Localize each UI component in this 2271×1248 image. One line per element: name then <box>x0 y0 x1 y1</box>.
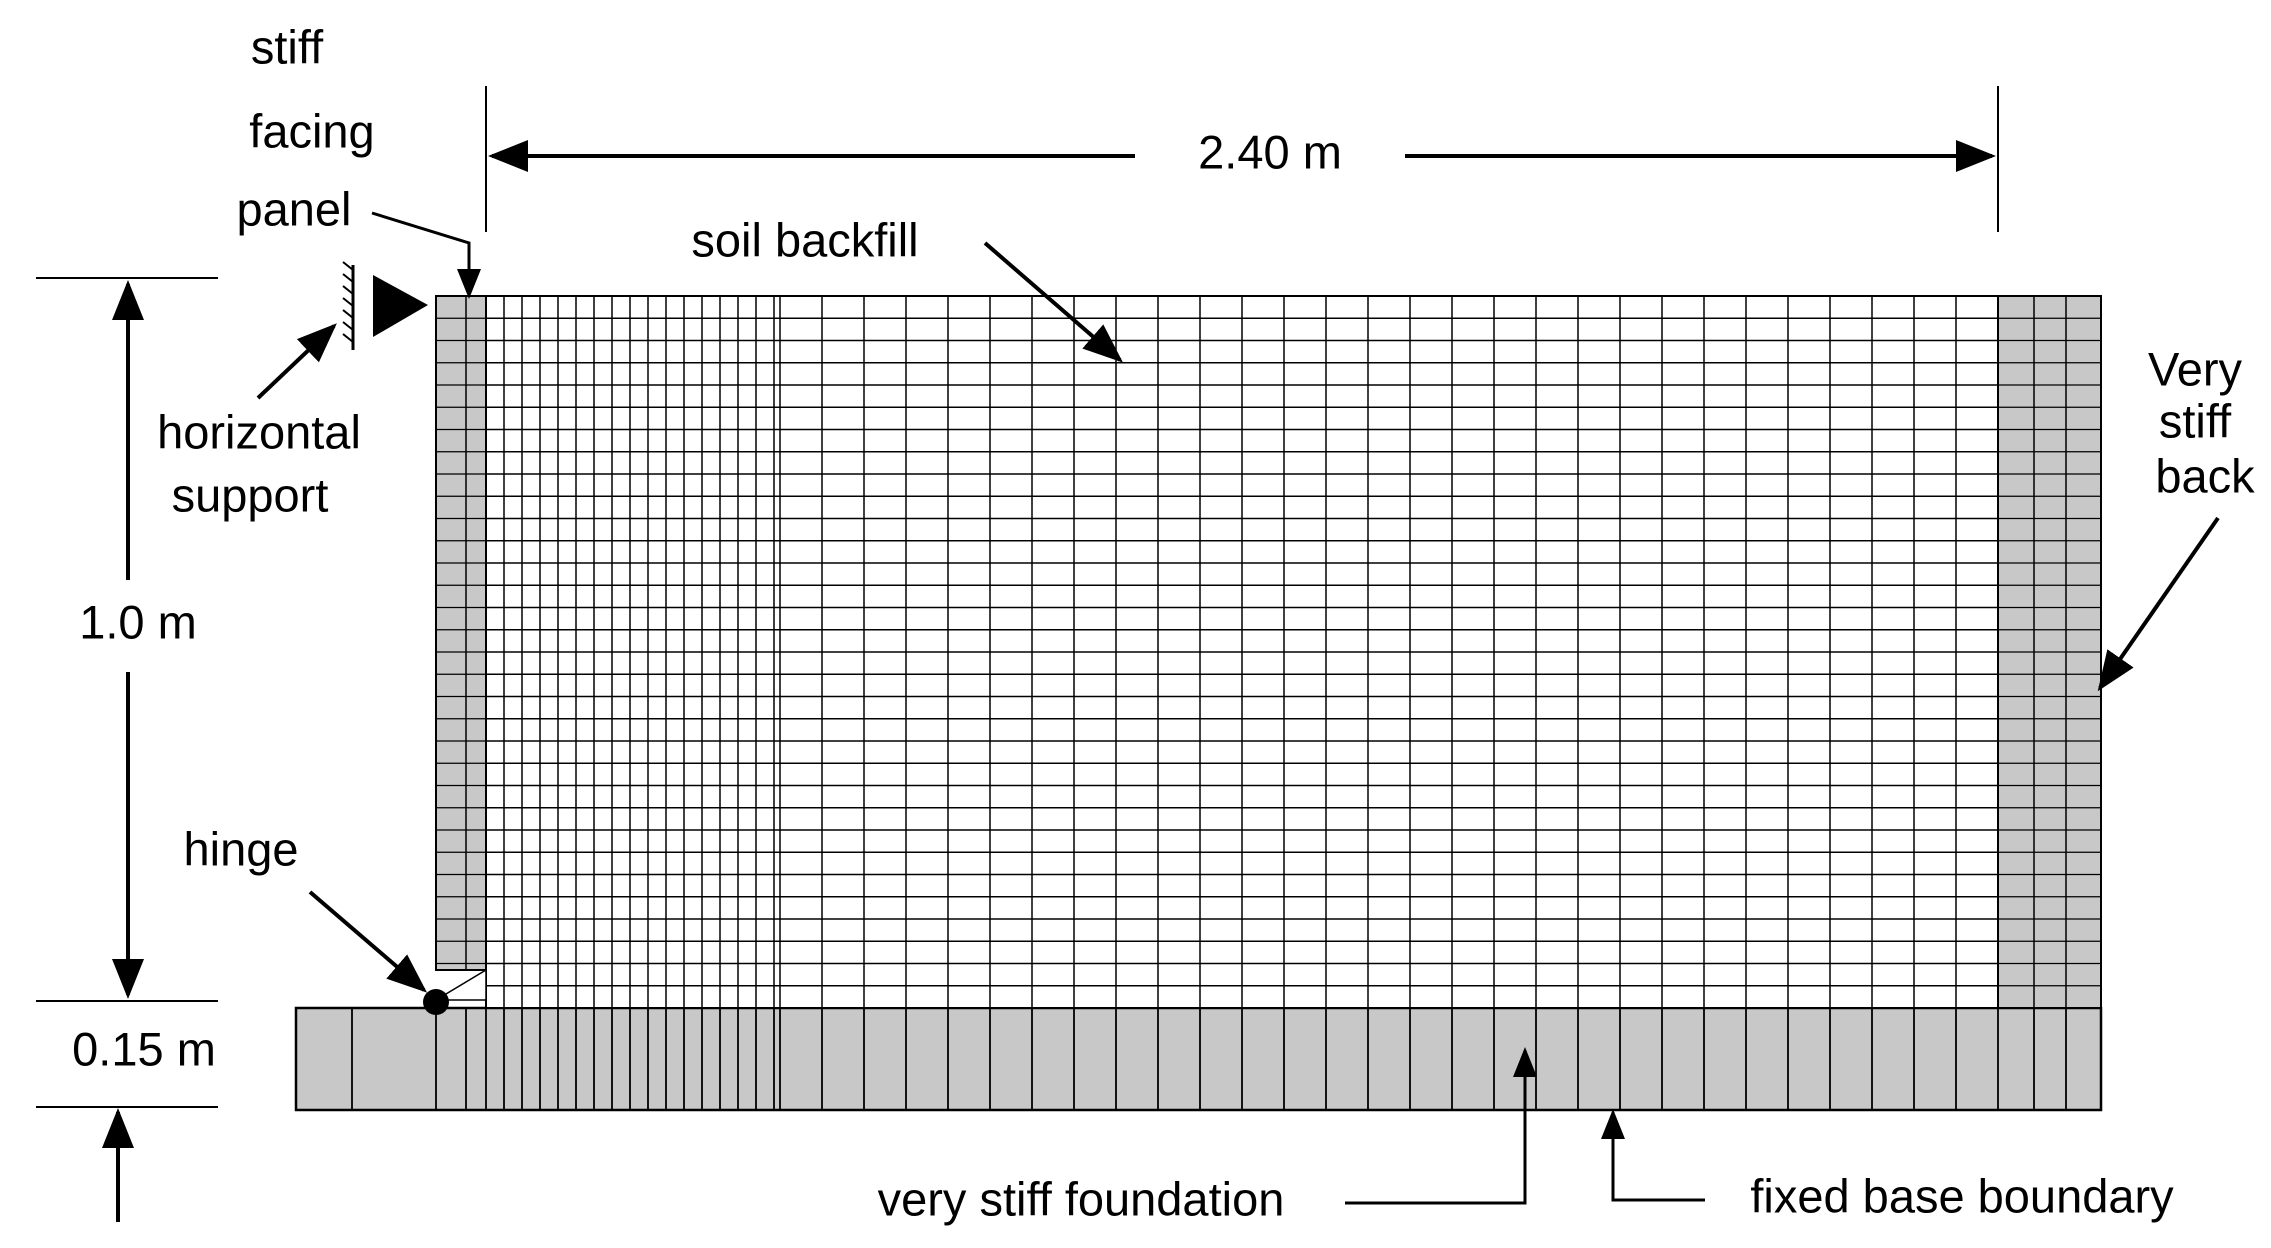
stiff-facing-panel-label-line-1: stiff <box>251 20 324 73</box>
facing-panel-leader <box>371 211 481 299</box>
stiff-facing-panel-label-line-3: panel <box>237 182 352 235</box>
horizontal-support-leader <box>256 323 337 400</box>
foundation-block <box>294 1006 2103 1112</box>
width-dimension-label: 2.40 m <box>1198 125 1342 178</box>
facing-panel-outer <box>435 295 487 971</box>
hinge-leader <box>308 890 428 993</box>
very-stiff-foundation-leader <box>1345 1047 1537 1205</box>
very-stiff-back-label-line-2: stiff <box>2159 394 2232 447</box>
height-dimension-label: 1.0 m <box>79 595 197 648</box>
stiff-facing-panel-label-line-2: facing <box>249 104 374 157</box>
width-dimension <box>485 86 1999 232</box>
hinge-label: hinge <box>184 822 299 875</box>
soil-backfill-label: soil backfill <box>691 213 918 266</box>
very-stiff-back-leader <box>2097 516 2220 692</box>
horizontal-support-label-line-2: support <box>172 468 329 521</box>
very-stiff-foundation-label: very stiff foundation <box>878 1172 1285 1225</box>
fixed-base-boundary-leader <box>1601 1109 1705 1202</box>
stiff-facing-panel-mesh <box>435 295 487 971</box>
very-stiff-back-mesh <box>1997 295 2102 1009</box>
height-dimension <box>36 277 218 1222</box>
very-stiff-back-label-line-1: Very <box>2148 342 2243 395</box>
very-stiff-back-label-line-3: back <box>2155 449 2255 502</box>
soil-backfill-mesh <box>485 295 1999 1009</box>
horizontal-support-label-line-1: horizontal <box>157 405 361 458</box>
hinge-corner-element <box>433 968 487 1001</box>
horizontal-support-symbol <box>342 261 428 350</box>
foundation-thickness-label: 0.15 m <box>72 1022 216 1075</box>
very-stiff-foundation-mesh <box>294 1006 2103 1112</box>
hinge-point <box>423 989 449 1015</box>
fixed-base-boundary-label: fixed base boundary <box>1750 1169 2174 1222</box>
soil-backfill-leader <box>983 241 1124 363</box>
